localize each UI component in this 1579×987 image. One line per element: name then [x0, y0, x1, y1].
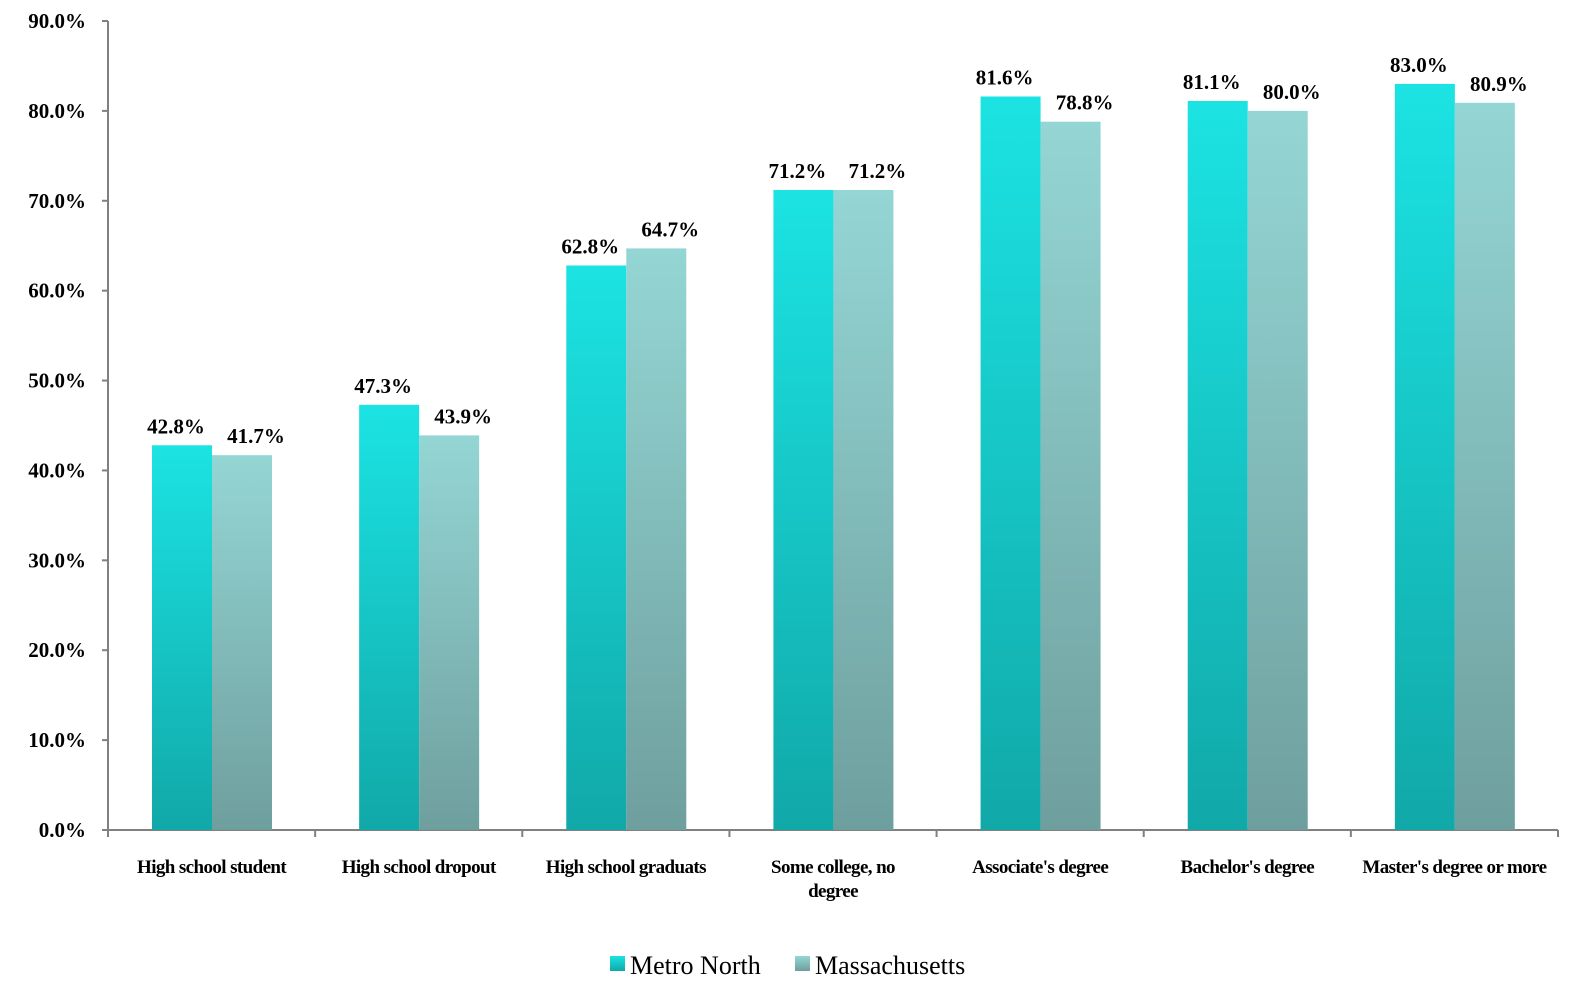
bar-massachusetts: [212, 455, 272, 830]
bar-metro-north: [566, 265, 627, 830]
y-tick-label: 10.0%: [28, 728, 86, 752]
x-tick-label: Associate's degree: [972, 857, 1108, 878]
y-tick-label: 70.0%: [28, 189, 86, 213]
legend-swatch: [610, 956, 625, 971]
data-label: 64.7%: [641, 217, 699, 241]
y-tick-label: 30.0%: [28, 548, 86, 572]
x-tick-label: High school graduats: [546, 857, 706, 878]
bar-massachusetts: [626, 248, 687, 830]
y-tick-label: 60.0%: [28, 279, 86, 303]
data-label: 42.8%: [147, 414, 205, 438]
data-label: 81.1%: [1183, 70, 1241, 94]
data-label: 62.8%: [561, 234, 619, 258]
data-label: 78.8%: [1056, 91, 1114, 115]
x-tick-label: High school dropout: [342, 857, 497, 878]
data-label: 41.7%: [227, 424, 285, 448]
bar-metro-north: [773, 189, 834, 831]
legend: Metro North Massachusetts: [610, 951, 965, 980]
data-label: 80.9%: [1470, 72, 1528, 96]
data-label: 81.6%: [976, 66, 1034, 90]
x-tick-label: High school student: [137, 857, 287, 878]
data-label: 71.2%: [849, 159, 907, 183]
bar-massachusetts: [833, 189, 894, 831]
y-tick-label: 90.0%: [28, 9, 86, 33]
bar-massachusetts: [1247, 110, 1308, 830]
data-label: 83.0%: [1390, 53, 1448, 77]
bar-metro-north: [980, 96, 1041, 831]
y-tick-label: 0.0%: [39, 818, 86, 842]
bar-metro-north: [1394, 83, 1455, 830]
bar-metro-north: [152, 445, 212, 830]
bar-metro-north: [359, 404, 420, 830]
x-tick-label: Bachelor's degree: [1181, 857, 1315, 878]
bar-massachusetts: [1040, 121, 1101, 831]
data-labels: 42.8% 47.3% 62.8% 71.2% 81.6% 81.1% 83.0% 41.7%…: [147, 53, 1528, 448]
legend-swatch: [795, 956, 810, 971]
bar-massachusetts: [1454, 102, 1515, 830]
bar-massachusetts: [419, 435, 480, 830]
data-label: 47.3%: [354, 374, 412, 398]
x-axis: High school student High school dropout Hi…: [107, 829, 1559, 902]
y-tick-label: 50.0%: [28, 369, 86, 393]
x-tick-label: Master's degree or more: [1362, 857, 1546, 878]
bar-metro-north: [1187, 101, 1248, 831]
legend-label: Massachusetts: [815, 951, 965, 980]
legend-label: Metro North: [630, 951, 761, 980]
y-tick-label: 80.0%: [28, 99, 86, 123]
x-tick-label: Some college, no degree: [771, 857, 895, 902]
data-label: 71.2%: [769, 159, 827, 183]
y-tick-label: 20.0%: [28, 638, 86, 662]
y-axis: 0.0% 10.0% 20.0% 30.0% 40.0% 50.0% 60.0% 70.0% 8…: [28, 9, 109, 842]
data-label: 43.9%: [434, 404, 492, 428]
data-label: 80.0%: [1263, 80, 1321, 104]
bars: [152, 83, 1515, 831]
y-tick-label: 40.0%: [28, 458, 86, 482]
